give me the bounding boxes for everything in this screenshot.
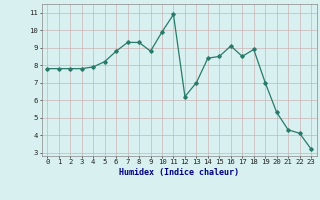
X-axis label: Humidex (Indice chaleur): Humidex (Indice chaleur) xyxy=(119,168,239,177)
